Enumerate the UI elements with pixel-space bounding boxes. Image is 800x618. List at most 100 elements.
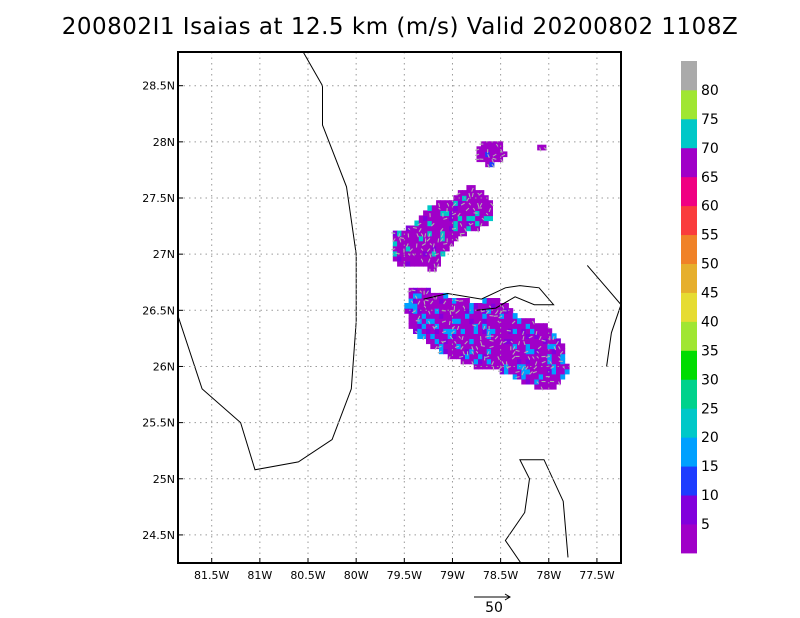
wind-vector [515, 376, 520, 379]
wind-cell [440, 215, 446, 222]
coastline [178, 52, 621, 563]
wind-vector [521, 366, 525, 371]
wind-cell [482, 313, 488, 319]
wind-cell [517, 358, 522, 365]
wind-vector [430, 300, 434, 305]
wind-cell [469, 343, 475, 350]
wind-vector [523, 341, 526, 346]
wind-vector [555, 340, 559, 345]
wind-cell [430, 308, 436, 314]
wind-vector [424, 299, 429, 302]
colorbar-segment [681, 205, 697, 236]
wind-cell [504, 353, 509, 360]
wind-cell [495, 298, 501, 304]
wind-cell [499, 363, 505, 370]
wind-cell [447, 333, 453, 339]
wind-cell [439, 303, 444, 309]
wind-cell [456, 318, 462, 324]
wind-cell [436, 230, 441, 237]
wind-cell [434, 333, 440, 339]
wind-vector [455, 310, 460, 314]
wind-cell [480, 151, 486, 158]
wind-vector [466, 197, 470, 202]
wind-cell [452, 343, 457, 350]
wind-cell [453, 230, 459, 237]
wind-cell [495, 323, 501, 329]
wind-vector [490, 202, 494, 207]
wind-cell [491, 348, 496, 355]
wind-vector [485, 335, 490, 338]
wind-cell [512, 333, 518, 339]
wind-cell [543, 373, 548, 380]
wind-cell [508, 353, 514, 360]
wind-cell [551, 383, 557, 390]
wind-cell [530, 378, 535, 385]
colorbar-segment [681, 379, 697, 409]
wind-cell [475, 200, 480, 206]
wind-cell [534, 348, 540, 355]
wind-cell [431, 230, 437, 237]
wind-vector [465, 207, 470, 212]
wind-cell [427, 240, 433, 247]
wind-vector [559, 350, 564, 355]
wind-vector [472, 324, 477, 327]
colorbar-label: 55 [701, 228, 719, 244]
wind-cell [456, 338, 462, 345]
wind-cell [470, 200, 476, 206]
wind-vector [398, 233, 401, 238]
wind-cell [418, 220, 424, 227]
wind-cell [447, 328, 453, 334]
wind-cell [434, 318, 440, 324]
wind-cell [465, 328, 470, 334]
wind-vector [449, 310, 452, 315]
wind-cell [414, 235, 420, 242]
wind-vector [456, 325, 460, 330]
wind-cell [421, 323, 427, 329]
y-tick-label: 26.5N [142, 304, 175, 317]
wind-cell [401, 240, 407, 247]
coastline-segment [504, 459, 569, 563]
wind-cell [495, 328, 501, 334]
wind-vector [391, 232, 396, 234]
wind-cell [401, 250, 407, 257]
colorbar-segment [681, 321, 697, 351]
wind-cell [486, 333, 492, 339]
wind-cell [439, 292, 444, 299]
wind-vector [426, 248, 431, 252]
wind-cell [440, 250, 446, 257]
wind-cell [525, 373, 531, 380]
wind-cell [479, 215, 485, 222]
wind-vector [539, 147, 542, 152]
colorbar-label: 30 [701, 372, 719, 388]
wind-vector [499, 310, 503, 315]
wind-cell [483, 205, 489, 211]
wind-cell [444, 240, 450, 247]
wind-cell [469, 313, 475, 319]
wind-vector [501, 153, 506, 157]
wind-cell [405, 235, 411, 242]
wind-cell [436, 240, 441, 247]
wind-vector [411, 310, 416, 314]
wind-cell [427, 265, 433, 272]
wind-cell [465, 298, 470, 304]
wind-cell [408, 318, 414, 324]
wind-vector [488, 207, 492, 213]
wind-cell [410, 240, 415, 247]
wind-cell [460, 313, 466, 319]
wind-vector [491, 361, 494, 366]
wind-cell [427, 205, 433, 211]
wind-cell [495, 333, 501, 339]
wind-cell [460, 323, 466, 329]
wind-cell [493, 156, 499, 163]
colorbar-label: 70 [701, 141, 719, 157]
wind-cell [436, 225, 441, 232]
wind-vector [440, 238, 444, 242]
wind-cell [418, 250, 424, 257]
wind-cell [499, 333, 505, 339]
wind-cell [413, 313, 418, 319]
wind-cell [521, 373, 527, 380]
wind-cell [538, 358, 544, 365]
wind-cell [512, 368, 518, 375]
wind-cell [444, 230, 450, 237]
